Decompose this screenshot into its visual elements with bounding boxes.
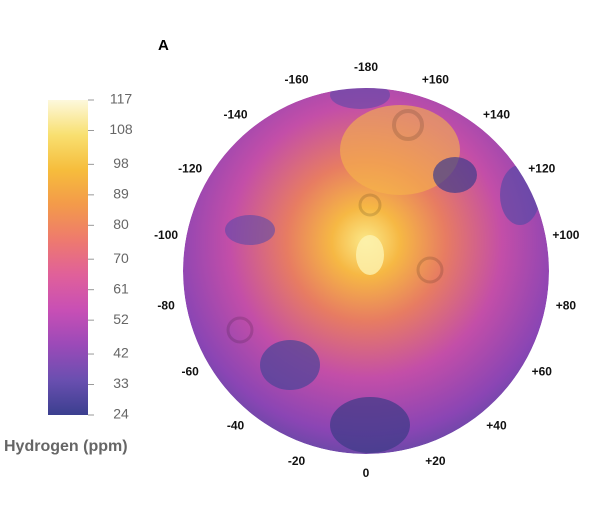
tick-label: 117	[110, 91, 133, 107]
tick-label: 89	[113, 186, 129, 202]
tick-label: 70	[113, 250, 129, 266]
longitude-label: -80	[157, 298, 175, 312]
tick-label: 108	[109, 121, 133, 137]
longitude-label: +140	[483, 108, 510, 122]
longitude-label: +20	[425, 454, 446, 468]
longitude-label: +80	[556, 298, 577, 312]
tick-label: 24	[113, 406, 129, 422]
longitude-label: -140	[223, 108, 247, 122]
tick-label: 52	[113, 311, 129, 327]
longitude-label: -160	[285, 72, 309, 86]
longitude-label: -180	[354, 60, 378, 74]
polar-map	[183, 88, 549, 454]
longitude-label: +160	[422, 72, 449, 86]
colorbar-ticks: 117 108 98 89 80 70 61 52 42 33 24	[88, 91, 133, 422]
longitude-label: +40	[486, 419, 507, 433]
longitude-label: -100	[154, 228, 178, 242]
tick-label: 61	[113, 280, 129, 296]
tick-label: 42	[113, 345, 129, 361]
longitude-label: -120	[178, 162, 202, 176]
tick-label: 98	[113, 155, 129, 171]
longitude-label: -40	[227, 419, 245, 433]
longitude-label: +100	[552, 228, 579, 242]
longitude-label: 0	[363, 466, 370, 480]
tick-label: 80	[113, 216, 129, 232]
colorbar	[48, 100, 88, 415]
longitude-label: -60	[182, 365, 200, 379]
longitude-labels: -180 +160 +140 +120 +100 +80 +60 +40 +20 0 -20 -40 -…	[154, 60, 580, 480]
tick-label: 33	[113, 375, 129, 391]
panel-label: A	[158, 37, 169, 54]
longitude-label: -20	[288, 454, 306, 468]
longitude-label: +120	[528, 162, 555, 176]
colorbar-label: Hydrogen (ppm)	[4, 438, 128, 455]
longitude-label: +60	[532, 365, 553, 379]
